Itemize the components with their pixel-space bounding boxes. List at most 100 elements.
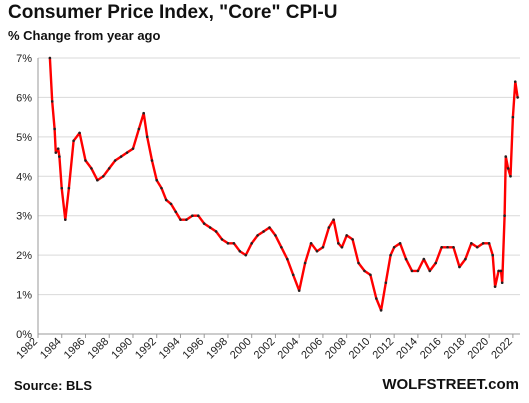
data-point [286, 257, 289, 261]
data-point [142, 111, 145, 115]
data-markers [48, 56, 519, 312]
data-point [398, 242, 402, 245]
data-point [309, 242, 313, 245]
data-point [54, 151, 58, 154]
x-tick-label: 2012 [370, 336, 396, 362]
data-point [363, 269, 366, 273]
y-tick-labels: 0% 1% 2% 3% 4% 5% 6% 7% [16, 53, 32, 341]
data-point [504, 155, 508, 158]
data-point [404, 257, 408, 261]
data-point [125, 151, 129, 154]
data-point [155, 178, 159, 182]
data-point [434, 261, 438, 265]
x-tick-label: 1986 [62, 336, 88, 362]
gridlines [38, 57, 520, 296]
x-tick-label: 2022 [489, 336, 515, 362]
data-point [315, 249, 319, 253]
data-point [174, 210, 178, 214]
data-point [196, 214, 200, 218]
data-point [56, 147, 60, 150]
x-tick-label: 2010 [347, 336, 373, 362]
cpi-series-line [48, 56, 519, 312]
data-point [58, 155, 61, 158]
data-point [509, 174, 512, 178]
data-point [357, 261, 360, 265]
data-point [384, 281, 388, 285]
data-point [337, 242, 340, 245]
x-tick-label: 1990 [109, 336, 135, 362]
data-point [64, 218, 67, 221]
data-point [511, 115, 515, 119]
x-tick-label: 1992 [133, 336, 159, 362]
x-tick-label: 1994 [157, 336, 183, 362]
data-point [506, 167, 510, 170]
data-point [493, 285, 497, 288]
data-point [250, 242, 253, 245]
x-tick-labels: 1982198419861988199019921994199619982000… [14, 336, 515, 362]
data-point [369, 273, 372, 277]
data-point [67, 186, 71, 190]
x-tick-label: 2008 [323, 336, 349, 362]
x-tick-label: 2014 [394, 336, 420, 362]
data-point [169, 202, 173, 206]
series-layer [48, 56, 519, 312]
data-point [452, 245, 455, 249]
x-tick-label: 1996 [181, 336, 207, 362]
data-point [303, 261, 307, 265]
data-point [446, 245, 449, 249]
data-point [340, 245, 344, 249]
data-point [345, 234, 348, 237]
data-point [202, 222, 206, 225]
data-point [513, 80, 517, 83]
data-point [48, 56, 52, 60]
y-tick-label: 2% [16, 250, 32, 262]
data-point [256, 234, 259, 237]
data-point [491, 253, 494, 257]
y-tick-label: 3% [16, 211, 32, 223]
data-point [113, 159, 117, 162]
data-point [481, 242, 485, 245]
data-point [327, 226, 331, 229]
data-point [145, 135, 149, 139]
data-point [321, 245, 325, 249]
data-point [375, 297, 378, 300]
x-tick-label: 1984 [38, 336, 64, 362]
data-point [297, 289, 301, 292]
chart-subtitle: % Change from year ago [8, 28, 161, 43]
data-point [131, 147, 135, 150]
data-point [332, 218, 335, 221]
data-point [428, 269, 432, 273]
data-point [392, 245, 396, 249]
y-tick-label: 7% [16, 53, 32, 65]
data-point [422, 257, 426, 261]
data-point [464, 257, 467, 261]
x-tick-label: 2020 [465, 336, 491, 362]
data-point [191, 214, 194, 218]
data-point [90, 167, 93, 170]
data-point [487, 242, 491, 245]
data-point [475, 245, 479, 249]
data-point [244, 253, 248, 257]
x-tick-label: 1988 [86, 336, 112, 362]
axes [37, 58, 520, 338]
data-point [185, 218, 188, 221]
data-point [179, 218, 182, 221]
y-tick-label: 5% [16, 132, 32, 144]
data-point [389, 253, 392, 257]
data-point [150, 159, 154, 162]
x-tick-label: 2000 [228, 336, 254, 362]
data-point [53, 127, 56, 131]
data-point [497, 269, 500, 273]
data-point [268, 226, 271, 229]
data-point [516, 96, 519, 99]
y-tick-label: 0% [16, 329, 32, 341]
data-point [78, 131, 81, 135]
x-tick-label: 2006 [299, 336, 325, 362]
data-point [410, 269, 414, 273]
chart-title: Consumer Price Index, "Core" CPI-U [8, 2, 338, 23]
data-point [226, 242, 230, 245]
data-point [458, 265, 461, 269]
data-point [503, 214, 506, 218]
data-point [107, 167, 111, 170]
